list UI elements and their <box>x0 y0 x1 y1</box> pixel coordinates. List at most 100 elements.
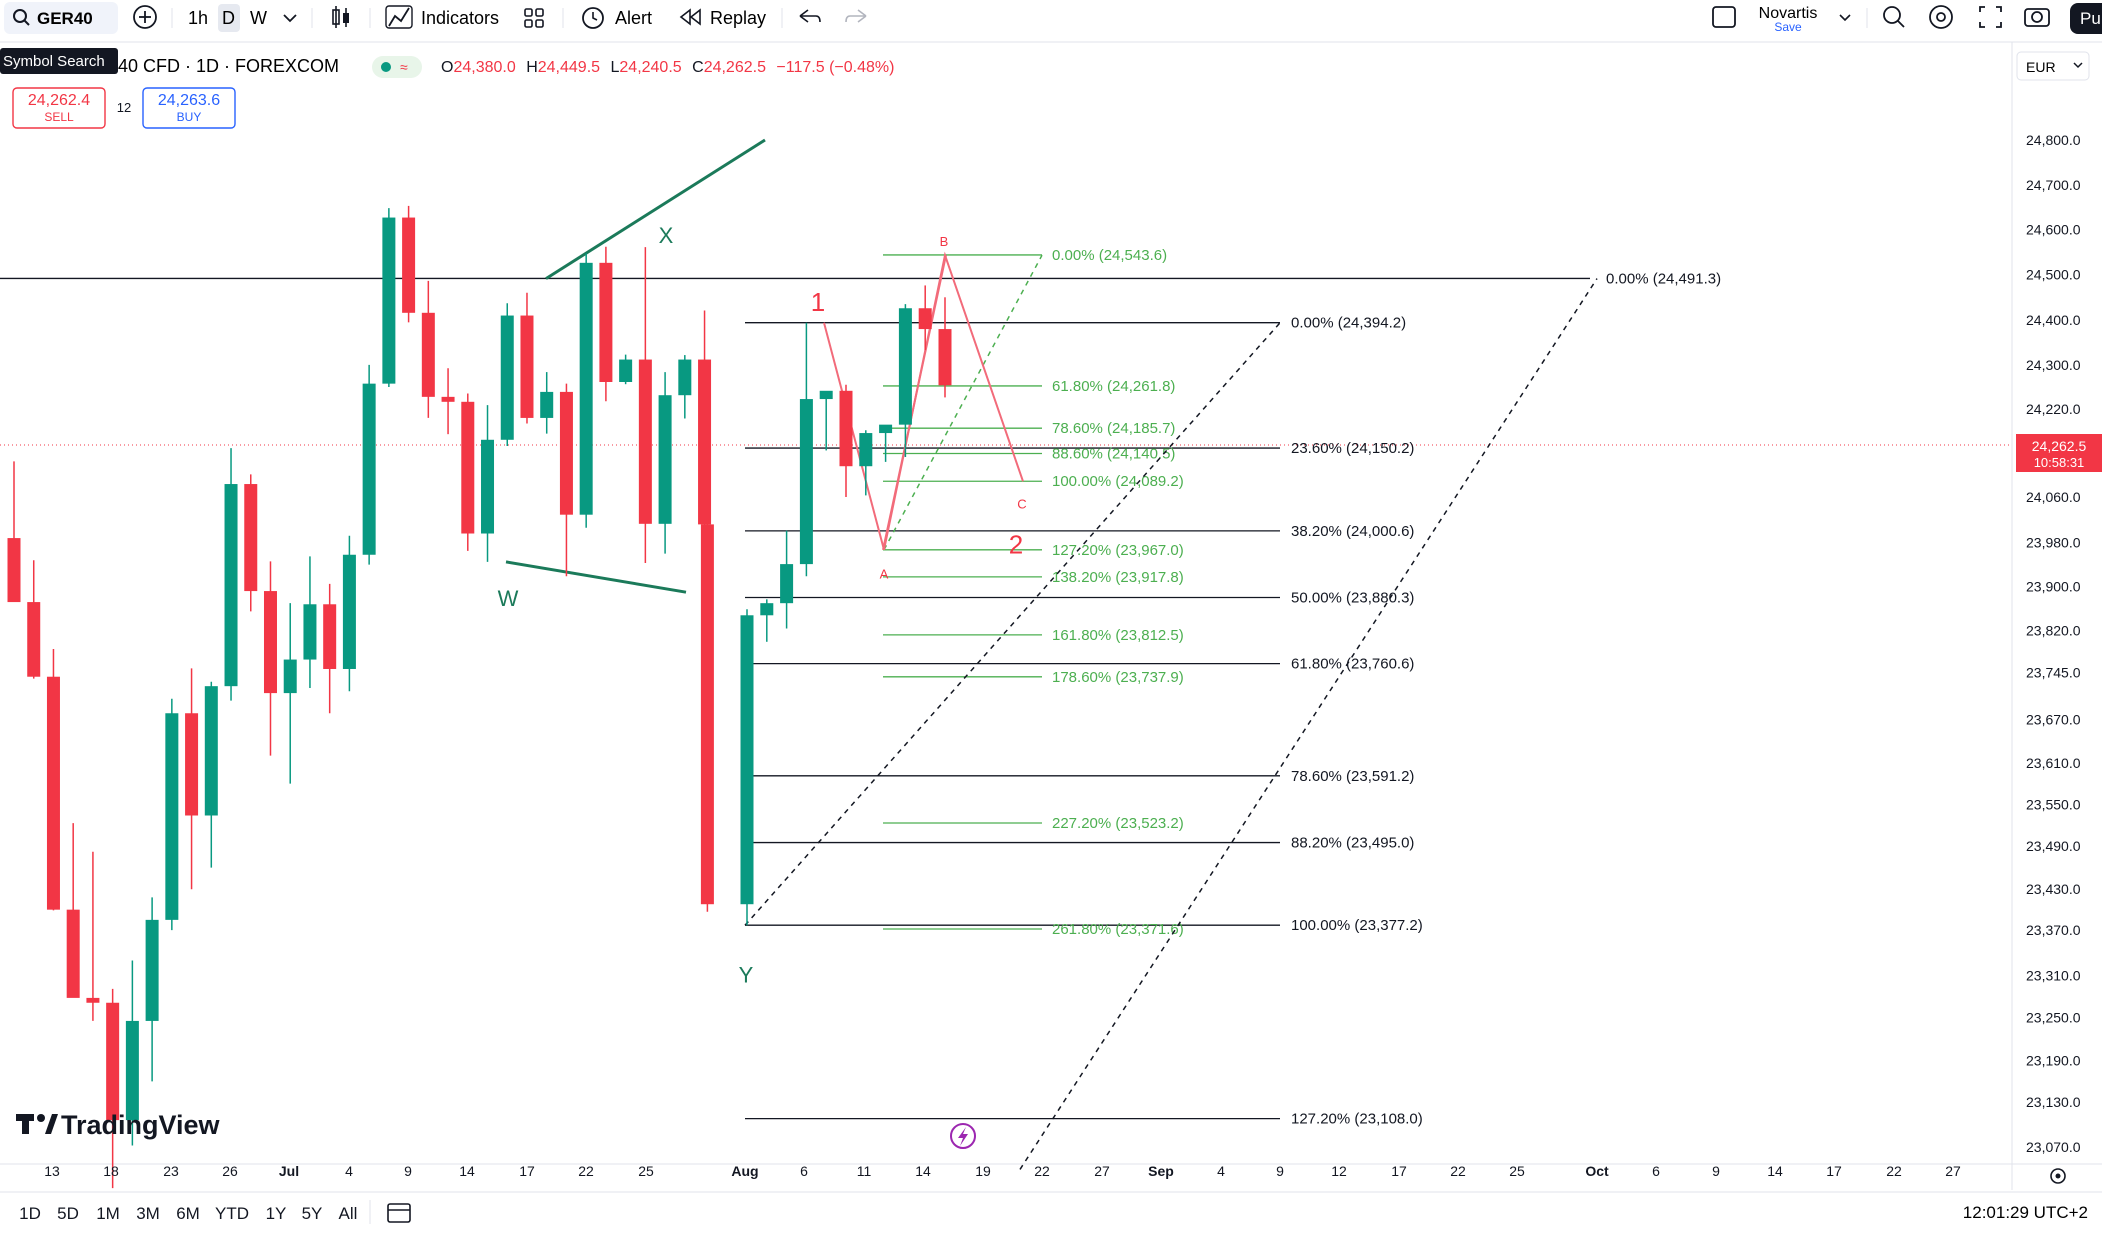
market-status-badge[interactable]: ≈ <box>372 56 422 78</box>
y-axis-tick-label: 23,670.0 <box>2026 712 2081 728</box>
candle-body <box>46 676 60 910</box>
fib-extension-label: 61.80% (24,261.8) <box>1052 378 1175 395</box>
x-axis-tick-label: 22 <box>1034 1163 1050 1179</box>
range-button-all[interactable]: All <box>339 1204 358 1223</box>
candle-body <box>204 686 218 816</box>
interval-w[interactable]: W <box>250 8 267 28</box>
x-axis-tick-label: 9 <box>1712 1163 1720 1179</box>
candle-body <box>839 390 853 467</box>
range-button-1m[interactable]: 1M <box>96 1204 120 1223</box>
range-button-5y[interactable]: 5Y <box>302 1204 323 1223</box>
spread-value: 12 <box>117 100 131 115</box>
svg-text:Replay: Replay <box>710 8 766 28</box>
candle-body <box>799 399 813 565</box>
candle-body <box>740 615 754 905</box>
chevron-down-icon[interactable] <box>283 14 297 23</box>
dashed-trendline-1 <box>744 322 1281 926</box>
currency-selector[interactable]: EUR <box>2016 51 2090 81</box>
y-axis-tick-label: 24,300.0 <box>2026 357 2081 373</box>
svg-text:Alert: Alert <box>615 8 652 28</box>
buy-button[interactable]: 24,263.6 BUY <box>142 87 236 129</box>
undo-icon[interactable] <box>799 9 821 23</box>
y-axis-tick-label: 23,130.0 <box>2026 1094 2081 1110</box>
candle-type-icon[interactable] <box>332 6 349 28</box>
axis-settings-icon[interactable] <box>2050 1168 2066 1184</box>
indicators-button[interactable]: Indicators <box>385 5 499 29</box>
alarm-clock-icon <box>582 7 604 29</box>
layout-button[interactable]: Novartis Save <box>1712 5 1851 34</box>
x-axis-tick-label: 9 <box>404 1163 412 1179</box>
fib-level-label: 78.60% (23,591.2) <box>1291 768 1414 785</box>
y-axis-tick-label: 23,980.0 <box>2026 535 2081 551</box>
layout-name: Novartis <box>1759 5 1818 22</box>
x-axis-tick-label: 11 <box>857 1163 872 1179</box>
x-axis-tick-label: 17 <box>1391 1163 1407 1179</box>
range-button-1y[interactable]: 1Y <box>266 1204 287 1223</box>
abc-leg <box>882 254 947 551</box>
range-button-5d[interactable]: 5D <box>57 1204 79 1223</box>
quick-search-icon[interactable] <box>1883 6 1905 28</box>
wave-label-b: B <box>940 234 949 249</box>
layout-save: Save <box>1774 20 1802 34</box>
wave-label-c: C <box>1017 496 1026 511</box>
redo-icon[interactable] <box>845 9 867 23</box>
fib-extension-label: 178.60% (23,737.9) <box>1052 669 1184 686</box>
publish-button[interactable]: Pu <box>2070 3 2102 34</box>
candle-body <box>244 484 258 592</box>
candle-body <box>780 564 794 604</box>
fib-level-label: 0.00% (24,394.2) <box>1291 315 1406 332</box>
candle-body <box>165 713 179 920</box>
ohlc-readout: O24,380.0 H24,449.5 L24,240.5 C24,262.5 … <box>441 59 894 76</box>
x-axis-tick-label: 18 <box>103 1163 119 1179</box>
symbol-search-tooltip: Symbol Search <box>0 48 118 74</box>
y-axis-tick-label: 23,250.0 <box>2026 1009 2081 1025</box>
fib-extension-label: 100.00% (24,089.2) <box>1052 473 1184 490</box>
fib-extension-label: 161.80% (23,812.5) <box>1052 627 1184 644</box>
range-button-6m[interactable]: 6M <box>176 1204 200 1223</box>
trendline-lower <box>505 560 687 594</box>
sell-button[interactable]: 24,262.4 SELL <box>12 87 106 129</box>
y-axis-tick-label: 24,800.0 <box>2026 132 2081 148</box>
x-axis-tick-label: 6 <box>800 1163 808 1179</box>
add-symbol-button[interactable] <box>133 5 157 29</box>
fullscreen-icon[interactable] <box>1979 6 2002 28</box>
chart-pane[interactable]: 0.00% (24,491.3) 0.00% (24,394.2) 23.60% (… <box>0 42 2102 1190</box>
range-button-ytd[interactable]: YTD <box>215 1204 249 1223</box>
fib-extension-label: 78.60% (24,185.7) <box>1052 420 1175 437</box>
svg-text:Pu: Pu <box>2080 9 2101 28</box>
fib-level-label: 100.00% (23,377.2) <box>1291 917 1423 934</box>
top-toolbar: GER40 1h D W Indicators <box>0 0 2102 43</box>
candle-body <box>263 591 277 694</box>
alert-button[interactable]: Alert <box>582 7 652 29</box>
y-axis-tick-label: 23,430.0 <box>2026 881 2081 897</box>
y-axis-tick-label: 23,070.0 <box>2026 1139 2081 1155</box>
fib-extension-label: 127.20% (23,967.0) <box>1052 542 1184 559</box>
clock: 12:01:29 UTC+2 <box>1963 1203 2088 1222</box>
interval-d[interactable]: D <box>218 4 240 32</box>
symbol-search-button[interactable]: GER40 <box>4 2 118 34</box>
candle-body <box>421 312 435 397</box>
templates-icon[interactable] <box>524 8 544 28</box>
interval-1h[interactable]: 1h <box>188 8 208 28</box>
y-axis-tick-label: 24,400.0 <box>2026 312 2081 328</box>
replay-button[interactable]: Replay <box>679 8 766 28</box>
candle-body <box>559 391 573 515</box>
symbol-name: GER40 <box>37 9 93 28</box>
y-axis-tick-label: 24,600.0 <box>2026 222 2081 238</box>
date-range-icon[interactable] <box>387 1203 411 1223</box>
fib-extension-label: 261.80% (23,371.6) <box>1052 921 1184 938</box>
y-axis-tick-label: 23,310.0 <box>2026 968 2081 984</box>
svg-text:BUY: BUY <box>177 110 202 124</box>
range-button-3m[interactable]: 3M <box>136 1204 160 1223</box>
indicators-icon <box>388 7 410 27</box>
lightning-icon[interactable] <box>950 1123 976 1149</box>
price-tag-countdown: 10:58:31 <box>2034 455 2085 470</box>
legend-title[interactable]: 40 CFD · 1D · FOREXCOM <box>118 56 339 76</box>
x-axis-tick-label: 27 <box>1094 1163 1110 1179</box>
x-axis-tick-label: 22 <box>1450 1163 1466 1179</box>
wave-label-y: Y <box>739 963 754 988</box>
camera-icon[interactable] <box>2024 8 2050 27</box>
settings-gear-icon[interactable] <box>1929 5 1953 29</box>
range-button-1d[interactable]: 1D <box>19 1204 41 1223</box>
